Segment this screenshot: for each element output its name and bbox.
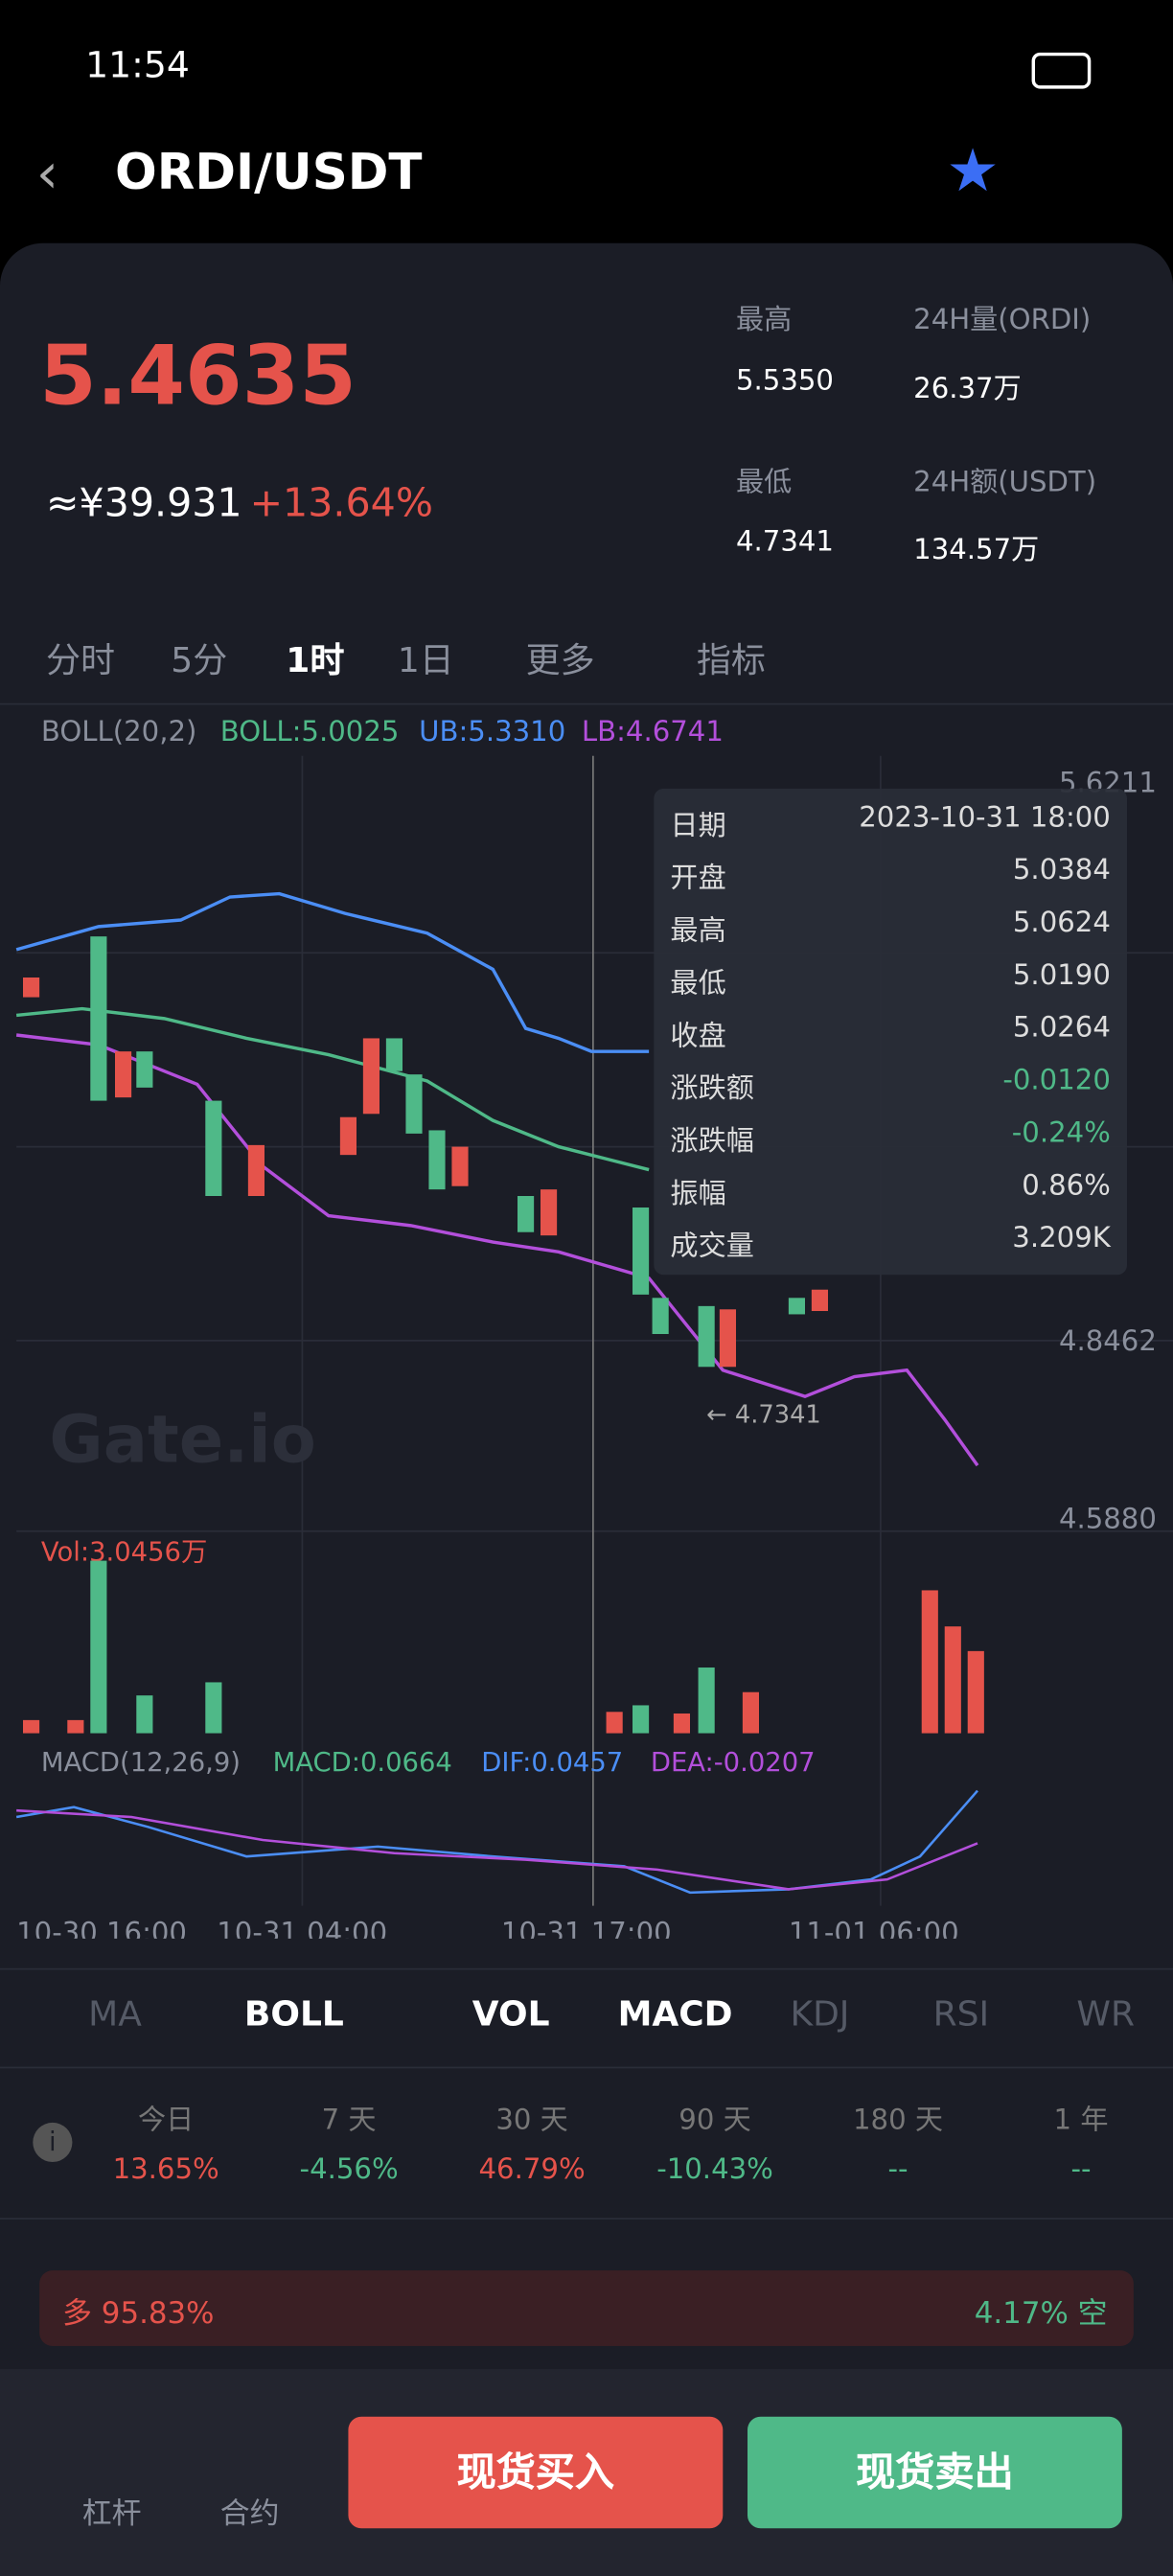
stat-value: 5.5350 bbox=[736, 364, 834, 398]
time-axis-label: 10-31 17:00 bbox=[501, 1916, 672, 1939]
period-tab[interactable]: 1日 bbox=[397, 640, 454, 680]
watermark: Gate.io bbox=[49, 1402, 315, 1479]
tooltip-value: -0.0120 bbox=[1002, 1064, 1111, 1098]
change: +13.64% bbox=[249, 479, 433, 526]
price: 5.4635 bbox=[39, 328, 356, 425]
favorite[interactable]: ★ bbox=[946, 138, 1000, 206]
battery bbox=[1031, 52, 1092, 89]
price-axis-label: 4.8462 bbox=[1059, 1324, 1157, 1357]
macd-label: MACD(12,26,9) bbox=[41, 1748, 241, 1778]
tooltip-label: 成交量 bbox=[670, 1230, 754, 1264]
price-axis-label: 4.5880 bbox=[1059, 1502, 1157, 1534]
indicator-tab[interactable]: KDJ bbox=[790, 1994, 850, 2035]
tooltip-value: -0.24% bbox=[1011, 1116, 1111, 1151]
period-tab[interactable]: 5分 bbox=[171, 640, 228, 680]
stat-label: 最高 bbox=[736, 304, 793, 337]
tooltip-value: 5.0624 bbox=[1012, 907, 1111, 940]
divider bbox=[0, 2218, 1173, 2220]
long-ratio: 多 95.83% bbox=[62, 2296, 215, 2332]
cny: ≈¥39.931 bbox=[46, 479, 242, 526]
tooltip-label: 最低 bbox=[670, 967, 726, 1001]
tooltip-label: 最高 bbox=[670, 914, 726, 949]
period-tab[interactable]: 指标 bbox=[696, 640, 766, 680]
period-tab[interactable]: 分时 bbox=[46, 640, 116, 680]
period-label: 今日 bbox=[138, 2104, 195, 2138]
info-icon[interactable]: i bbox=[33, 2122, 73, 2163]
time-axis-label: 11-01 06:00 bbox=[789, 1916, 959, 1939]
stat-value: 26.37万 bbox=[913, 373, 1022, 406]
period-value: -- bbox=[887, 2153, 908, 2187]
divider bbox=[0, 1967, 1173, 1970]
stat-label: 24H额(USDT) bbox=[913, 466, 1097, 500]
time-axis-label: 10-30 16:00 bbox=[16, 1916, 187, 1939]
indicator-tab[interactable]: MA bbox=[88, 1994, 142, 2035]
indicator-tab[interactable]: BOLL bbox=[243, 1994, 344, 2035]
indicator-tab[interactable]: WR bbox=[1076, 1994, 1136, 2035]
back-button[interactable]: ‹ bbox=[35, 141, 59, 208]
tooltip-label: 振幅 bbox=[670, 1178, 726, 1211]
low-marker: ← 4.7341 bbox=[706, 1401, 821, 1430]
tooltip bbox=[654, 788, 1128, 1276]
period-value: 46.79% bbox=[478, 2153, 586, 2187]
stat-label: 24H量(ORDI) bbox=[913, 304, 1092, 337]
divider bbox=[0, 2066, 1173, 2069]
period-value: -- bbox=[1070, 2153, 1092, 2187]
indicator-tab[interactable]: RSI bbox=[932, 1994, 990, 2035]
period-label: 30 天 bbox=[495, 2104, 568, 2138]
nav-item[interactable]: 杠杆 bbox=[81, 2496, 142, 2532]
tooltip-value: 5.0264 bbox=[1012, 1012, 1111, 1046]
tooltip-value: 5.0384 bbox=[1012, 854, 1111, 887]
period-value: 13.65% bbox=[112, 2153, 219, 2187]
boll-label: UB:5.3310 bbox=[419, 716, 566, 749]
macd-label: DIF:0.0457 bbox=[481, 1748, 623, 1778]
pair-title[interactable]: ORDI/USDT bbox=[115, 144, 423, 202]
chart: Gate.io ← 4.7341 5.6211 4.8462 4.5880 Vo… bbox=[15, 755, 1173, 1939]
short-ratio: 4.17% 空 bbox=[974, 2296, 1108, 2332]
boll-label: LB:4.6741 bbox=[581, 716, 724, 749]
indicator-tab[interactable]: MACD bbox=[617, 1994, 733, 2035]
tooltip-label: 涨跌幅 bbox=[670, 1125, 754, 1159]
panel bbox=[0, 242, 1173, 2576]
tooltip-value: 3.209K bbox=[1012, 1222, 1111, 1255]
period-value: -4.56% bbox=[299, 2153, 399, 2187]
boll-label: BOLL(20,2) bbox=[40, 716, 197, 749]
sell-button[interactable]: 现货卖出 bbox=[748, 2416, 1122, 2529]
period-tab[interactable]: 1时 bbox=[286, 640, 345, 680]
vol-label: Vol:3.0456万 bbox=[41, 1538, 208, 1568]
tooltip-label: 日期 bbox=[670, 810, 726, 843]
tooltip-label: 收盘 bbox=[670, 1020, 726, 1053]
tooltip-value: 5.0190 bbox=[1012, 959, 1111, 993]
macd-label: DEA:-0.0207 bbox=[651, 1748, 816, 1778]
buy-button[interactable]: 现货买入 bbox=[348, 2416, 724, 2529]
stat-value: 134.57万 bbox=[913, 534, 1040, 567]
period-label: 180 天 bbox=[853, 2104, 944, 2138]
period-label: 90 天 bbox=[678, 2104, 751, 2138]
nav-item[interactable]: 合约 bbox=[219, 2496, 280, 2532]
boll-label: BOLL:5.0025 bbox=[219, 716, 400, 749]
tooltip-value: 2023-10-31 18:00 bbox=[859, 801, 1111, 835]
tooltip-value: 0.86% bbox=[1022, 1169, 1111, 1203]
period-tab[interactable]: 更多 bbox=[525, 640, 595, 680]
period-value: -10.43% bbox=[656, 2153, 773, 2187]
stat-label: 最低 bbox=[736, 466, 793, 500]
period-label: 1 年 bbox=[1053, 2104, 1109, 2138]
divider bbox=[0, 702, 1173, 705]
macd-label: MACD:0.0664 bbox=[273, 1748, 452, 1778]
tooltip-label: 开盘 bbox=[670, 862, 726, 896]
period-label: 7 天 bbox=[321, 2104, 377, 2138]
sentiment-bar bbox=[39, 2270, 1134, 2347]
tooltip-label: 涨跌额 bbox=[670, 1072, 754, 1106]
stat-value: 4.7341 bbox=[736, 525, 834, 559]
time-axis-label: 10-31 04:00 bbox=[217, 1916, 387, 1939]
time: 11:54 bbox=[85, 46, 190, 87]
indicator-tab[interactable]: VOL bbox=[472, 1994, 550, 2035]
